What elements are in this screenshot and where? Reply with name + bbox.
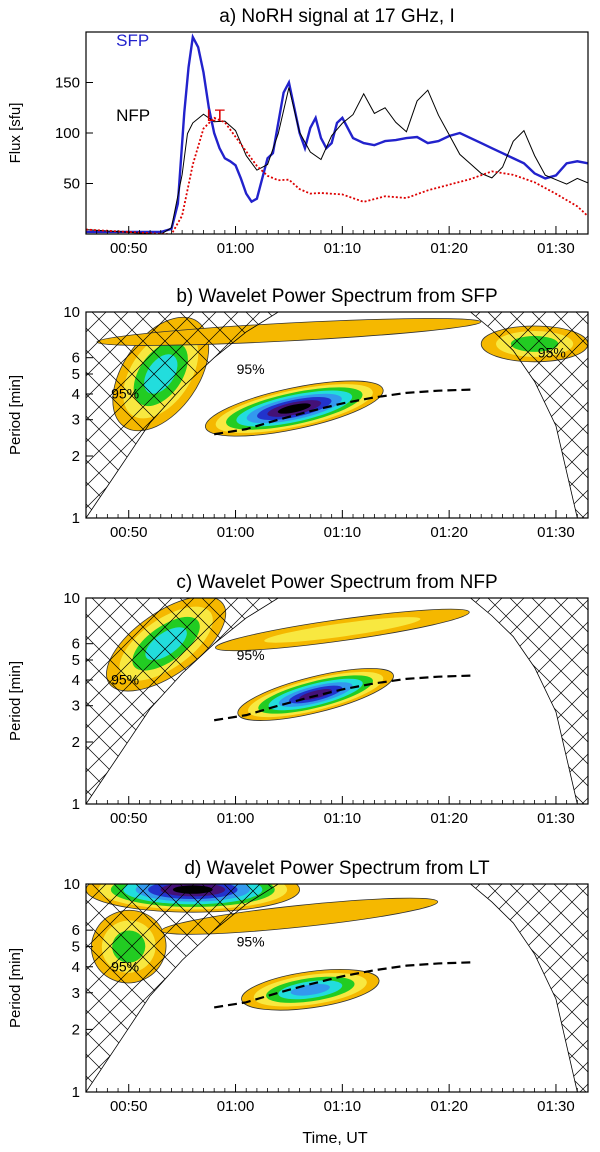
x-tick-label-d-3: 01:20	[430, 1098, 468, 1115]
y-tick-label-d-5: 6	[72, 922, 80, 939]
power-contour-c-0-6	[299, 689, 333, 700]
y-tick-label-d-2: 3	[72, 985, 80, 1002]
legend-label-lt: LT	[206, 106, 225, 125]
ridge-line-d	[213, 961, 471, 1009]
y-tick-label-c-2: 3	[72, 698, 80, 715]
y-tick-label-b-4: 5	[72, 366, 80, 383]
y-tick-label-d-6: 10	[63, 876, 80, 893]
coi-left-d	[86, 884, 280, 1092]
x-axis-label: Time, UT	[302, 1130, 367, 1147]
x-tick-label-d-1: 01:00	[217, 1098, 255, 1115]
y-tick-label-b-6: 10	[63, 304, 80, 321]
coi-left-c	[86, 598, 280, 804]
confidence-label-d-0: 95%	[237, 933, 265, 949]
power-contour-b-0-7	[277, 403, 311, 414]
y-axis-label-c: Period [min]	[7, 661, 24, 741]
x-tick-label-a-4: 01:30	[537, 240, 575, 257]
axes-frame-a	[85, 31, 589, 235]
x-tick-label-c-0: 00:50	[110, 810, 148, 827]
x-tick-label-c-4: 01:30	[537, 810, 575, 827]
y-tick-label-b-3: 4	[72, 386, 80, 403]
y-tick-label-c-0: 1	[72, 796, 80, 813]
panel-b-title: b) Wavelet Power Spectrum from SFP	[176, 286, 497, 307]
coi-right-d	[469, 884, 588, 1092]
axes-frame-c	[85, 597, 589, 805]
y-tick-label-c-1: 2	[72, 734, 80, 751]
confidence-label-c-1: 95%	[111, 672, 139, 688]
ridge-line-b	[213, 388, 471, 436]
series-sfp	[86, 33, 588, 234]
x-tick-label-c-2: 01:10	[324, 810, 362, 827]
y-axis-label-d: Period [min]	[7, 948, 24, 1028]
confidence-label-b-1: 95%	[111, 386, 139, 402]
x-tick-label-d-2: 01:10	[324, 1098, 362, 1115]
x-tick-label-a-1: 01:00	[217, 240, 255, 257]
y-tick-label-a-2: 150	[55, 75, 80, 92]
x-tick-label-b-4: 01:30	[537, 524, 575, 541]
axes-frame-d	[85, 883, 589, 1093]
panel-d: d) Wavelet Power Spectrum from LT 95% 95% 1…	[7, 858, 589, 1115]
x-tick-label-a-0: 00:50	[110, 240, 148, 257]
series-nfp	[86, 87, 588, 234]
plot-area-c: 95% 95%	[86, 598, 588, 804]
y-tick-label-c-6: 10	[63, 590, 80, 607]
axes-frame-b	[85, 311, 589, 519]
x-tick-label-d-0: 00:50	[110, 1098, 148, 1115]
confidence-label-b-2: 95%	[538, 344, 566, 360]
y-tick-label-d-1: 2	[72, 1021, 80, 1038]
power-contour-c-2-1	[264, 617, 421, 643]
y-tick-label-a-0: 50	[63, 176, 80, 193]
x-tick-label-a-3: 01:20	[430, 240, 468, 257]
ridge-line-c	[213, 674, 471, 722]
y-tick-label-d-0: 1	[72, 1084, 80, 1101]
series-lt	[86, 116, 588, 234]
confidence-label-b-0: 95%	[237, 361, 265, 377]
y-axis-label-b: Period [min]	[7, 375, 24, 455]
x-tick-label-b-0: 00:50	[110, 524, 148, 541]
y-tick-label-b-5: 6	[72, 350, 80, 367]
coi-right-c	[469, 598, 588, 804]
panel-d-title: d) Wavelet Power Spectrum from LT	[184, 858, 490, 879]
x-tick-label-c-1: 01:00	[217, 810, 255, 827]
panel-a: a) NoRH signal at 17 GHz, I SFP NFP LT 50 100…	[7, 6, 589, 257]
y-tick-label-b-2: 3	[72, 412, 80, 429]
confidence-label-d-1: 95%	[111, 958, 139, 974]
confidence-label-c-0: 95%	[237, 647, 265, 663]
y-tick-label-d-3: 4	[72, 959, 80, 976]
y-tick-label-c-3: 4	[72, 672, 80, 689]
x-tick-label-c-3: 01:20	[430, 810, 468, 827]
legend-label-sfp: SFP	[116, 31, 149, 50]
coi-right-b	[469, 312, 588, 518]
x-tick-label-d-4: 01:30	[537, 1098, 575, 1115]
plot-area-b: 95% 95% 95%	[86, 312, 588, 518]
x-tick-label-a-2: 01:10	[324, 240, 362, 257]
y-tick-label-b-1: 2	[72, 448, 80, 465]
legend-label-nfp: NFP	[116, 106, 150, 125]
panel-b: b) Wavelet Power Spectrum from SFP95%95%…	[7, 286, 589, 541]
coi-left-b	[86, 312, 280, 518]
y-tick-label-b-0: 1	[72, 510, 80, 527]
x-tick-label-b-3: 01:20	[430, 524, 468, 541]
y-tick-label-c-4: 5	[72, 652, 80, 669]
x-tick-label-b-2: 01:10	[324, 524, 362, 541]
y-tick-label-a-1: 100	[55, 125, 80, 142]
x-tick-label-b-1: 01:00	[217, 524, 255, 541]
plot-area-a	[86, 33, 588, 234]
panel-a-title: a) NoRH signal at 17 GHz, I	[219, 6, 454, 27]
plot-area-d: 95% 95%	[86, 884, 588, 1092]
y-tick-label-c-5: 6	[72, 636, 80, 653]
panel-c-title: c) Wavelet Power Spectrum from NFP	[176, 572, 497, 593]
y-axis-label-a: Flux [sfu]	[7, 103, 24, 164]
panel-c: c) Wavelet Power Spectrum from NFP95%95%…	[7, 572, 589, 827]
y-tick-label-d-4: 5	[72, 939, 80, 956]
